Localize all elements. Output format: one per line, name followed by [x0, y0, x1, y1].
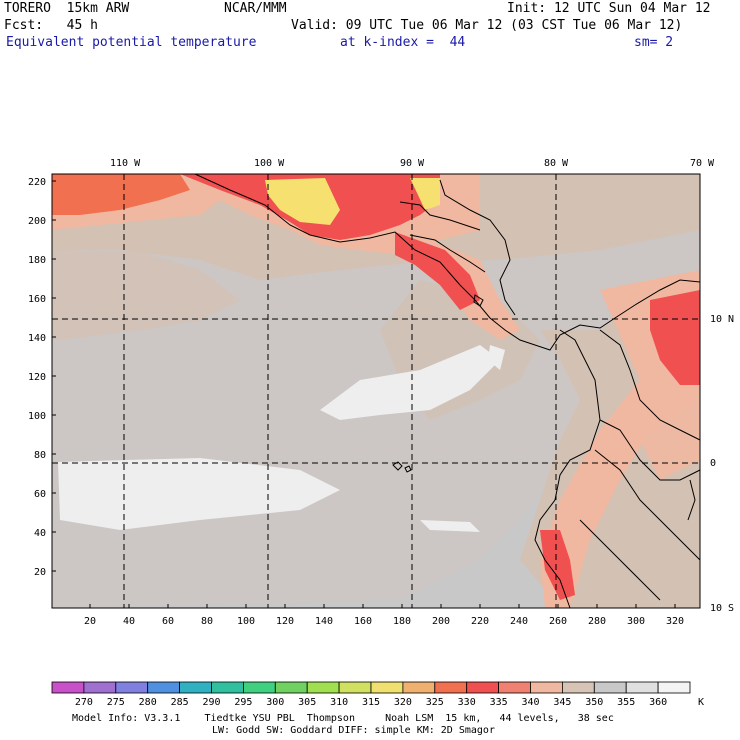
x-tick-label: 300 [627, 616, 645, 627]
coastlines [194, 173, 701, 609]
colorbar-swatch [657, 681, 691, 694]
x-tick-label: 240 [510, 616, 528, 627]
y-tick-label: 140 [28, 333, 46, 344]
colorbar-label: 305 [298, 697, 316, 708]
colorbar-label: 325 [426, 697, 444, 708]
y-tick-label: 120 [28, 372, 46, 383]
colorbar-swatch [562, 681, 595, 694]
colorbar-swatch [530, 681, 563, 694]
colorbar-label: 330 [458, 697, 476, 708]
colorbar-label: 335 [490, 697, 508, 708]
x-tick-label: 180 [393, 616, 411, 627]
x-tick-label: 140 [315, 616, 333, 627]
colorbar-label: 315 [362, 697, 380, 708]
y-tick-label: 80 [34, 450, 46, 461]
x-tick-label: 40 [123, 616, 135, 627]
colorbar-swatch [402, 681, 436, 694]
lon-label-80w: 80 W [544, 158, 569, 169]
lat-label-10n: 10 N [710, 314, 734, 325]
colorbar-swatch [434, 681, 468, 694]
axis-ticks [52, 180, 676, 608]
smoothing-info: sm= 2 [634, 35, 674, 50]
grid-lines [52, 174, 700, 608]
colorbar-swatch [274, 681, 308, 694]
x-tick-label: 280 [588, 616, 606, 627]
lon-label-110w: 110 W [110, 158, 141, 169]
lat-label-0: 0 [710, 458, 716, 469]
x-tick-label: 160 [354, 616, 372, 627]
model-info-line2: LW: Godd SW: Goddard DIFF: simple KM: 2D… [212, 725, 495, 736]
valid-time: Valid: 09 UTC Tue 06 Mar 12 (03 CST Tue … [291, 18, 683, 33]
forecast-hour: Fcst: 45 h [4, 18, 98, 33]
level-info: at k-index = 44 [340, 35, 466, 50]
color-bar: 270 275 280 285 290 295 300 305 310 315 320 325 330 3… [51, 681, 691, 708]
colorbar-label: 355 [617, 697, 635, 708]
colorbar-label: 340 [521, 697, 539, 708]
model-info-line1: Model Info: V3.3.1 Tiedtke YSU PBL Thomp… [72, 713, 614, 724]
colorbar-label: 285 [171, 697, 189, 708]
colorbar-swatch [370, 681, 404, 694]
y-tick-label: 100 [28, 411, 46, 422]
colorbar-label: 275 [107, 697, 125, 708]
colorbar-swatch [83, 681, 117, 694]
x-tick-label: 260 [549, 616, 567, 627]
y-tick-label: 200 [28, 216, 46, 227]
colorbar-swatch [179, 681, 212, 694]
colorbar-swatch [211, 681, 244, 694]
colorbar-swatch [242, 681, 276, 694]
colorbar-swatch [466, 681, 500, 694]
y-tick-label: 180 [28, 255, 46, 266]
colorbar-label: 360 [649, 697, 667, 708]
colorbar-swatch [306, 681, 340, 694]
map-field [52, 174, 700, 608]
map-border [51, 173, 701, 609]
colorbar-label: 350 [585, 697, 603, 708]
init-time: Init: 12 UTC Sun 04 Mar 12 [507, 1, 711, 16]
colorbar-label: 295 [234, 697, 252, 708]
colorbar-label: 320 [394, 697, 412, 708]
colorbar-swatch [115, 681, 149, 694]
x-tick-label: 100 [237, 616, 255, 627]
colorbar-swatch [338, 681, 372, 694]
colorbar-label: 290 [202, 697, 220, 708]
y-tick-label: 60 [34, 489, 46, 500]
y-tick-label: 160 [28, 294, 46, 305]
colorbar-unit: K [698, 697, 704, 708]
lat-label-10s: 10 S [710, 603, 734, 614]
y-tick-label: 20 [34, 567, 46, 578]
lon-label-70w: 70 W [690, 158, 715, 169]
model-name: TORERO 15km ARW [4, 1, 130, 16]
colorbar-label: 310 [330, 697, 348, 708]
colorbar-swatch [625, 681, 659, 694]
x-tick-label: 200 [432, 616, 450, 627]
x-tick-label: 220 [471, 616, 489, 627]
x-tick-label: 120 [276, 616, 294, 627]
colorbar-label: 300 [266, 697, 284, 708]
y-tick-label: 40 [34, 528, 46, 539]
colorbar-label: 280 [139, 697, 157, 708]
colorbar-label: 345 [553, 697, 571, 708]
x-tick-label: 20 [84, 616, 96, 627]
colorbar-swatch [147, 681, 180, 694]
colorbar-swatch [498, 681, 531, 694]
x-tick-label: 80 [201, 616, 213, 627]
colorbar-label: 270 [75, 697, 93, 708]
colorbar-swatch [51, 681, 85, 694]
x-tick-label: 320 [666, 616, 684, 627]
center-name: NCAR/MMM [224, 1, 287, 16]
lon-label-90w: 90 W [400, 158, 425, 169]
colorbar-swatch [593, 681, 627, 694]
lon-label-100w: 100 W [254, 158, 285, 169]
y-tick-label: 220 [28, 177, 46, 188]
x-tick-label: 60 [162, 616, 174, 627]
field-name: Equivalent potential temperature [6, 35, 257, 50]
